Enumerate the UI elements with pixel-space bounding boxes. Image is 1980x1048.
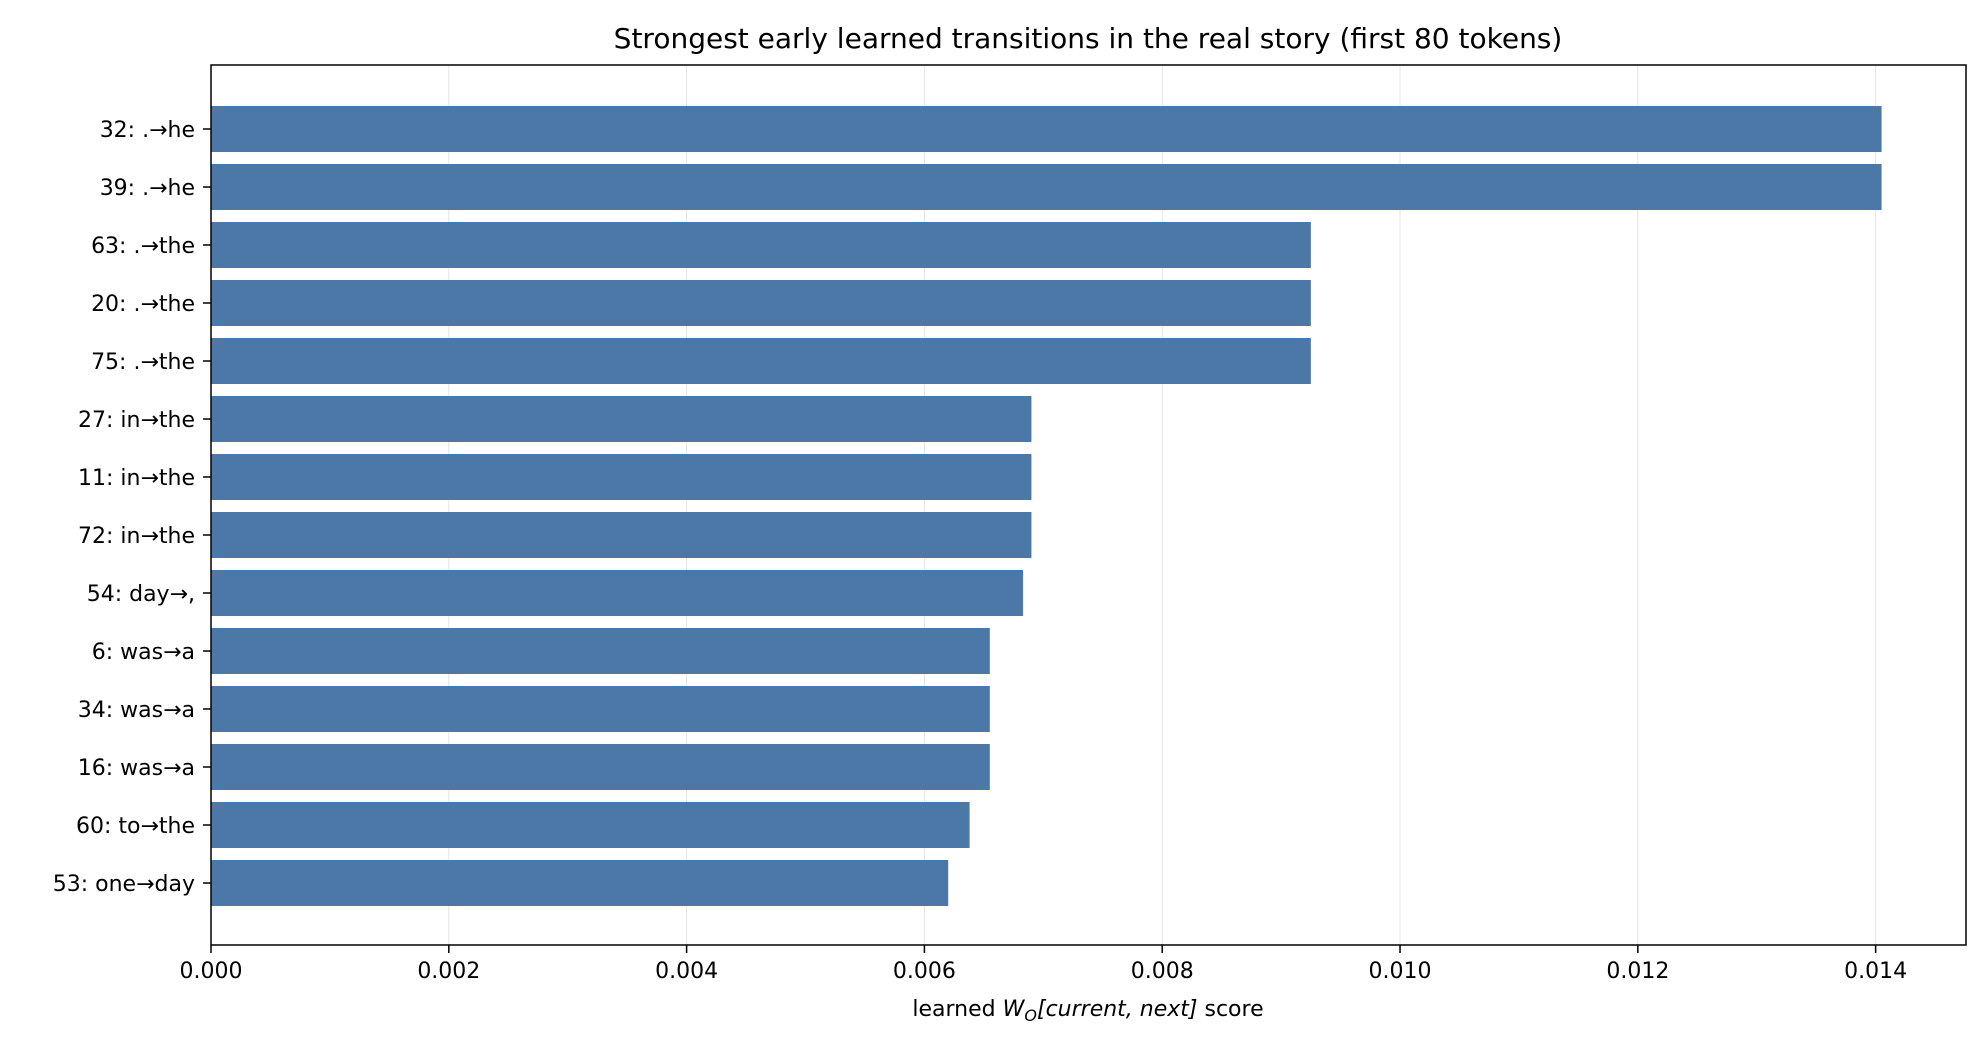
bar bbox=[211, 628, 990, 674]
y-tick-label: 6: was→a bbox=[92, 640, 195, 665]
y-tick-label: 11: in→the bbox=[78, 466, 195, 491]
y-tick-label: 63: .→the bbox=[91, 234, 195, 259]
y-tick-label: 27: in→the bbox=[78, 408, 195, 433]
bar bbox=[211, 164, 1882, 210]
x-tick-label: 0.002 bbox=[417, 959, 480, 984]
bar bbox=[211, 454, 1032, 500]
bar bbox=[211, 686, 990, 732]
x-axis-label-variable: W bbox=[1003, 997, 1026, 1022]
bars-layer bbox=[211, 106, 1882, 906]
x-tick-label: 0.014 bbox=[1844, 959, 1907, 984]
bar bbox=[211, 744, 990, 790]
y-tick-label: 16: was→a bbox=[78, 756, 195, 781]
y-tick-label: 53: one→day bbox=[53, 872, 195, 897]
x-axis-label-subscript: O bbox=[1024, 1006, 1037, 1025]
y-tick-label: 54: day→, bbox=[87, 582, 195, 607]
y-tick-label: 20: .→the bbox=[91, 292, 195, 317]
bar bbox=[211, 396, 1032, 442]
x-axis-label: learned WO[current, next] score bbox=[912, 997, 1263, 1025]
x-tick-label: 0.004 bbox=[655, 959, 718, 984]
y-tick-label: 34: was→a bbox=[78, 698, 195, 723]
bar bbox=[211, 222, 1311, 268]
x-tick-label: 0.008 bbox=[1131, 959, 1194, 984]
bar bbox=[211, 860, 949, 906]
x-tick-label: 0.010 bbox=[1369, 959, 1432, 984]
x-tick-label: 0.012 bbox=[1606, 959, 1669, 984]
bar bbox=[211, 802, 970, 848]
chart-title: Strongest early learned transitions in t… bbox=[614, 22, 1563, 55]
y-tick-label: 75: .→the bbox=[91, 350, 195, 375]
y-axis: 32: .→he 39: .→he 63: .→the 20: .→the 75: .→… bbox=[53, 118, 211, 897]
x-tick-label: 0.000 bbox=[180, 959, 243, 984]
x-tick-label: 0.006 bbox=[893, 959, 956, 984]
x-axis: 0.000 0.002 0.004 0.006 0.008 0.010 0.012 0.014 bbox=[180, 945, 1907, 984]
y-tick-label: 39: .→he bbox=[100, 176, 195, 201]
x-axis-label-suffix: score bbox=[1198, 997, 1264, 1022]
x-axis-label-args: [current, next] bbox=[1037, 997, 1198, 1022]
y-tick-label: 60: to→the bbox=[76, 814, 195, 839]
bar bbox=[211, 338, 1311, 384]
y-tick-label: 32: .→he bbox=[100, 118, 195, 143]
y-tick-label: 72: in→the bbox=[78, 524, 195, 549]
x-axis-label-prefix: learned bbox=[912, 997, 1002, 1022]
bar bbox=[211, 280, 1311, 326]
bar bbox=[211, 570, 1024, 616]
bar bbox=[211, 512, 1032, 558]
bar bbox=[211, 106, 1882, 152]
plot-frame bbox=[210, 64, 1967, 946]
